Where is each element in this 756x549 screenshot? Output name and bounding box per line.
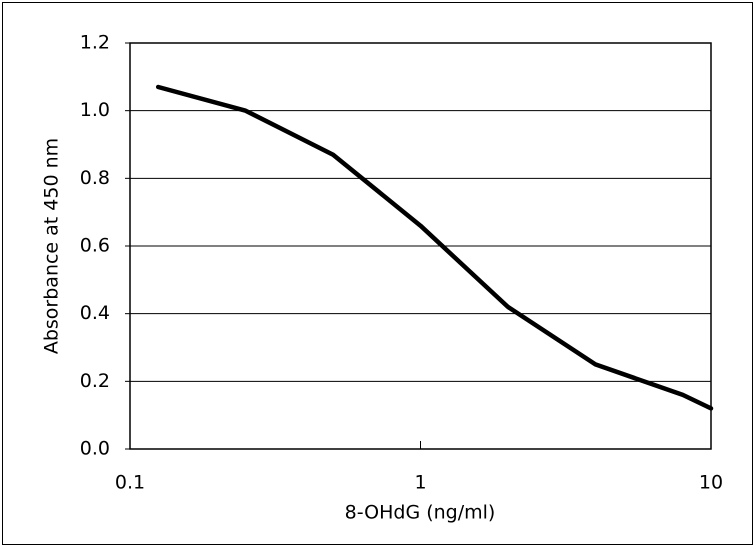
y-tick-label: 0.2 — [80, 370, 110, 392]
x-axis-label: 8-OHdG (ng/ml) — [345, 502, 496, 524]
data-line — [155, 84, 714, 411]
y-tick-label: 0.4 — [80, 302, 110, 324]
x-tick-label: 10 — [699, 472, 723, 494]
y-tick-label: 0.8 — [80, 167, 110, 189]
x-tick-label: 1 — [414, 472, 426, 494]
y-axis-label: Absorbance at 450 nm — [41, 138, 63, 354]
y-tick-label: 1.0 — [80, 99, 110, 121]
x-tick-label: 0.1 — [115, 472, 145, 494]
y-tick-label: 1.2 — [80, 32, 110, 54]
y-tick-label: 0.6 — [80, 235, 110, 257]
plot-area — [129, 42, 712, 450]
y-tick-label: 0.0 — [80, 438, 110, 460]
